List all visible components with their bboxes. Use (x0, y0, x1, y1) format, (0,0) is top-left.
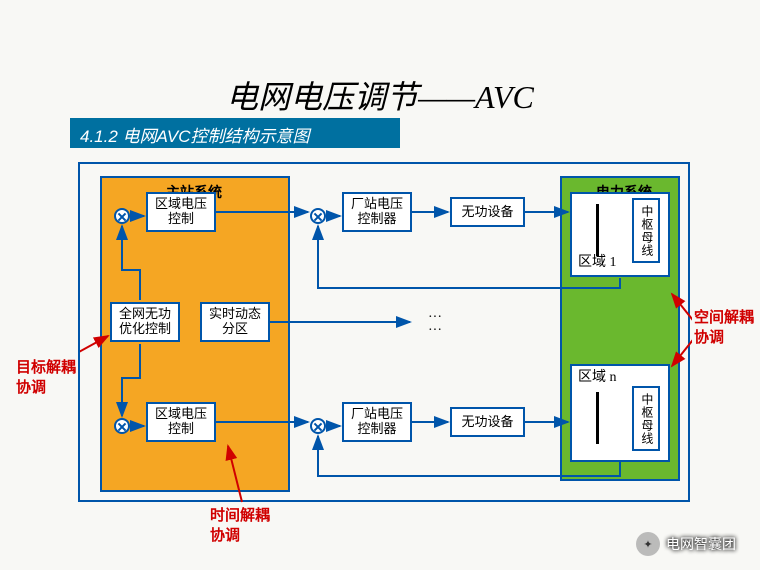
sum-node-4 (310, 418, 326, 434)
box-rt-partition: 实时动态分区 (200, 302, 270, 342)
diagram-frame: 主站系统 电力系统 区域电压控制 全网无功优化控制 实时动态分区 区域电压控制 … (78, 162, 690, 502)
box-global-opt: 全网无功优化控制 (110, 302, 180, 342)
box-area-voltage-2: 区域电压控制 (146, 402, 216, 442)
box-bus-1: 中枢母线 (632, 198, 660, 263)
sum-node-1 (114, 208, 130, 224)
bus-line-1 (596, 204, 599, 256)
box-plant-ctrl-1: 厂站电压控制器 (342, 192, 412, 232)
box-area-voltage-1: 区域电压控制 (146, 192, 216, 232)
bus-1-label: 中枢母线 (639, 205, 653, 257)
ellipsis: ······ (420, 312, 450, 337)
subtitle-bar: 4.1.2 电网AVC控制结构示意图 (70, 118, 400, 148)
watermark-text: 电网智囊团 (666, 534, 736, 554)
box-bus-2: 中枢母线 (632, 386, 660, 451)
box-reactive-2: 无功设备 (450, 407, 525, 437)
ann-target-decouple: 目标解耦 协调 (16, 358, 76, 399)
wechat-icon: ✦ (636, 532, 660, 556)
zone-1-label: 区域 1 (578, 255, 617, 271)
ann-time-decouple: 时间解耦 协调 (210, 506, 270, 547)
sum-node-2 (114, 418, 130, 434)
zone-n-label: 区域 n (578, 370, 617, 386)
sum-node-3 (310, 208, 326, 224)
watermark: ✦ 电网智囊团 (636, 532, 736, 556)
bus-2-label: 中枢母线 (639, 393, 653, 445)
box-reactive-1: 无功设备 (450, 197, 525, 227)
page-title: 电网电压调节——AVC (0, 72, 760, 118)
bus-line-2 (596, 392, 599, 444)
ann-space-decouple: 空间解耦 协调 (694, 308, 754, 349)
box-plant-ctrl-2: 厂站电压控制器 (342, 402, 412, 442)
